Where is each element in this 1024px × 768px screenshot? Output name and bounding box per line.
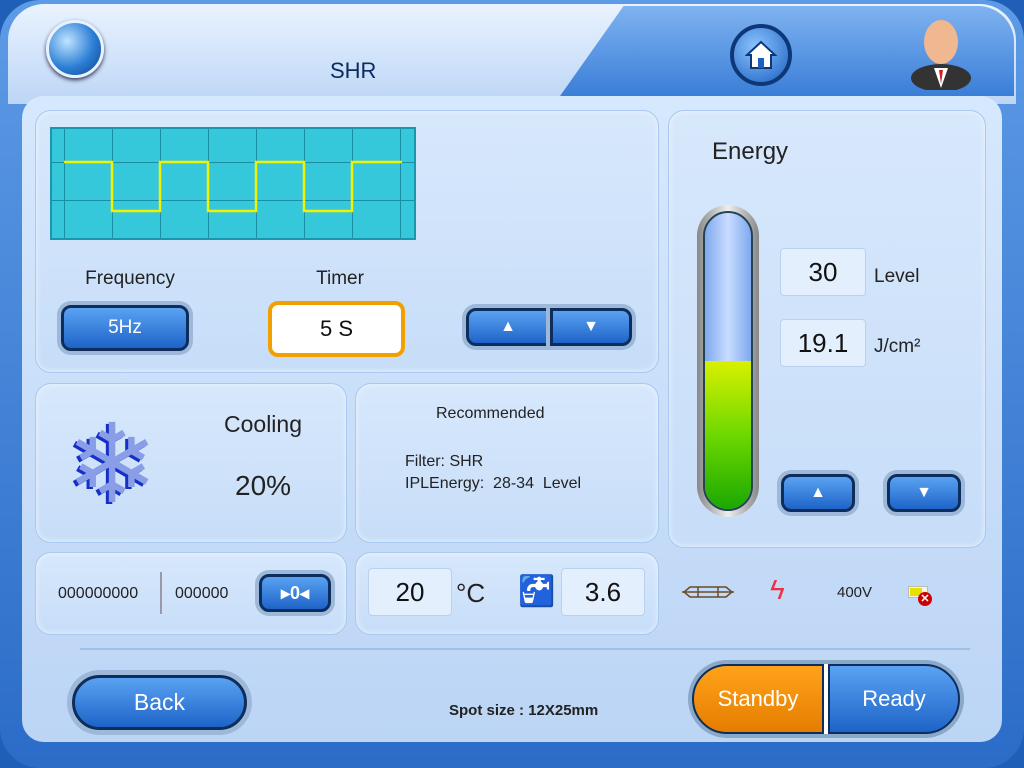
spot-size-label: Spot size : 12X25mm <box>449 702 599 719</box>
home-icon <box>745 40 777 69</box>
lamp-icon <box>682 586 734 598</box>
back-button[interactable]: Back <box>72 675 247 730</box>
energy-gauge <box>697 205 759 517</box>
waveform-display <box>50 127 416 240</box>
recommended-panel <box>355 383 659 543</box>
ready-button[interactable]: Ready <box>828 664 960 734</box>
user-avatar-icon[interactable] <box>910 12 972 90</box>
globe-icon <box>46 20 104 78</box>
recommended-title: Recommended <box>436 405 545 422</box>
fluence-unit: J/cm² <box>874 336 921 357</box>
recommended-energy: IPLEnergy: 28-34 Level <box>405 475 582 492</box>
timer-up-button[interactable]: ▲ <box>466 308 550 346</box>
timer-label: Timer <box>316 268 364 289</box>
temperature-value: 20 <box>368 568 452 616</box>
cooling-label: Cooling <box>224 411 302 437</box>
energy-title: Energy <box>712 138 789 165</box>
energy-down-button[interactable]: ▼ <box>887 474 961 512</box>
lightning-icon: ϟ <box>770 574 785 605</box>
error-battery-icon: ✕ <box>908 586 932 606</box>
mode-toggle: Standby Ready <box>688 660 964 738</box>
energy-level-unit: Level <box>874 266 920 287</box>
arrow-up-icon: ▲ <box>810 484 826 501</box>
energy-up-button[interactable]: ▲ <box>781 474 855 512</box>
session-counter: 000000 <box>175 585 229 602</box>
voltage-value: 400V <box>837 584 873 601</box>
cooling-value: 20% <box>235 470 292 501</box>
reset-counter-button[interactable]: ▸0◂ <box>259 574 331 612</box>
arrow-up-icon: ▲ <box>500 318 516 335</box>
page-title: SHR <box>330 58 377 83</box>
waveform-line <box>64 160 402 213</box>
recommended-filter: Filter: SHR <box>405 453 484 470</box>
energy-gauge-fill <box>705 361 751 509</box>
temperature-unit: °C <box>456 578 486 608</box>
standby-button[interactable]: Standby <box>692 664 824 734</box>
footer-divider <box>80 648 970 650</box>
total-counter: 000000000 <box>58 585 139 602</box>
cooling-panel <box>35 383 347 543</box>
frequency-button[interactable]: 5Hz <box>61 305 189 351</box>
water-tap-icon: 🚰 <box>518 575 556 608</box>
fluence-value: 19.1 <box>780 319 866 367</box>
counter-divider <box>160 572 162 614</box>
arrow-down-icon: ▼ <box>583 318 599 335</box>
snowflake-icon: ❄ <box>66 403 159 526</box>
timer-value[interactable]: 5 S <box>268 301 405 357</box>
arrow-down-icon: ▼ <box>916 484 932 501</box>
frequency-label: Frequency <box>85 268 175 289</box>
home-button[interactable] <box>730 24 792 86</box>
energy-level-value: 30 <box>780 248 866 296</box>
timer-down-button[interactable]: ▼ <box>550 308 632 346</box>
water-flow-value: 3.6 <box>561 568 645 616</box>
